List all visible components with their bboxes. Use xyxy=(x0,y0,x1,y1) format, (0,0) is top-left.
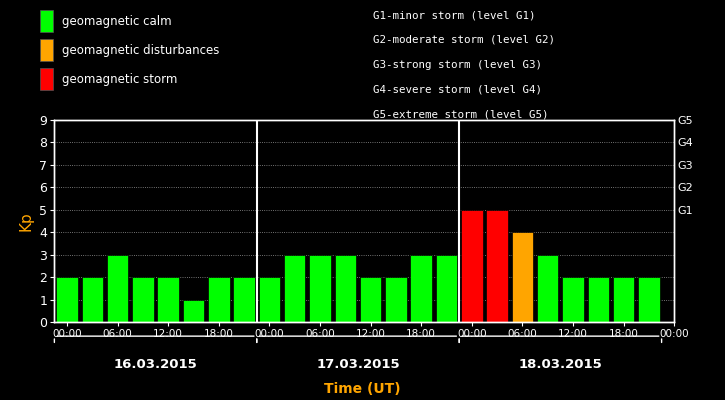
Bar xyxy=(512,232,533,322)
Bar xyxy=(461,210,483,322)
Text: geomagnetic storm: geomagnetic storm xyxy=(62,73,177,86)
Text: 16.03.2015: 16.03.2015 xyxy=(114,358,197,371)
Bar xyxy=(436,255,457,322)
Text: Time (UT): Time (UT) xyxy=(324,382,401,396)
Bar xyxy=(82,277,103,322)
Bar xyxy=(360,277,381,322)
Bar xyxy=(233,277,255,322)
Text: 18.03.2015: 18.03.2015 xyxy=(518,358,602,371)
Text: G4-severe storm (level G4): G4-severe storm (level G4) xyxy=(373,84,542,94)
Text: G2-moderate storm (level G2): G2-moderate storm (level G2) xyxy=(373,35,555,45)
Bar xyxy=(638,277,660,322)
Text: G5-extreme storm (level G5): G5-extreme storm (level G5) xyxy=(373,109,549,119)
Bar xyxy=(259,277,280,322)
Bar xyxy=(385,277,407,322)
Y-axis label: Kp: Kp xyxy=(19,211,34,231)
Bar xyxy=(107,255,128,322)
Text: G3-strong storm (level G3): G3-strong storm (level G3) xyxy=(373,60,542,70)
Text: 17.03.2015: 17.03.2015 xyxy=(316,358,399,371)
Text: geomagnetic disturbances: geomagnetic disturbances xyxy=(62,44,219,57)
Bar xyxy=(284,255,305,322)
Bar xyxy=(157,277,179,322)
Text: geomagnetic calm: geomagnetic calm xyxy=(62,14,171,28)
Bar xyxy=(563,277,584,322)
Bar xyxy=(132,277,154,322)
Bar xyxy=(587,277,609,322)
Bar xyxy=(334,255,356,322)
Bar xyxy=(537,255,558,322)
Bar xyxy=(183,300,204,322)
Bar xyxy=(208,277,230,322)
Text: G1-minor storm (level G1): G1-minor storm (level G1) xyxy=(373,10,536,20)
Bar xyxy=(410,255,432,322)
Bar xyxy=(57,277,78,322)
Bar xyxy=(486,210,508,322)
Bar xyxy=(310,255,331,322)
Bar xyxy=(613,277,634,322)
